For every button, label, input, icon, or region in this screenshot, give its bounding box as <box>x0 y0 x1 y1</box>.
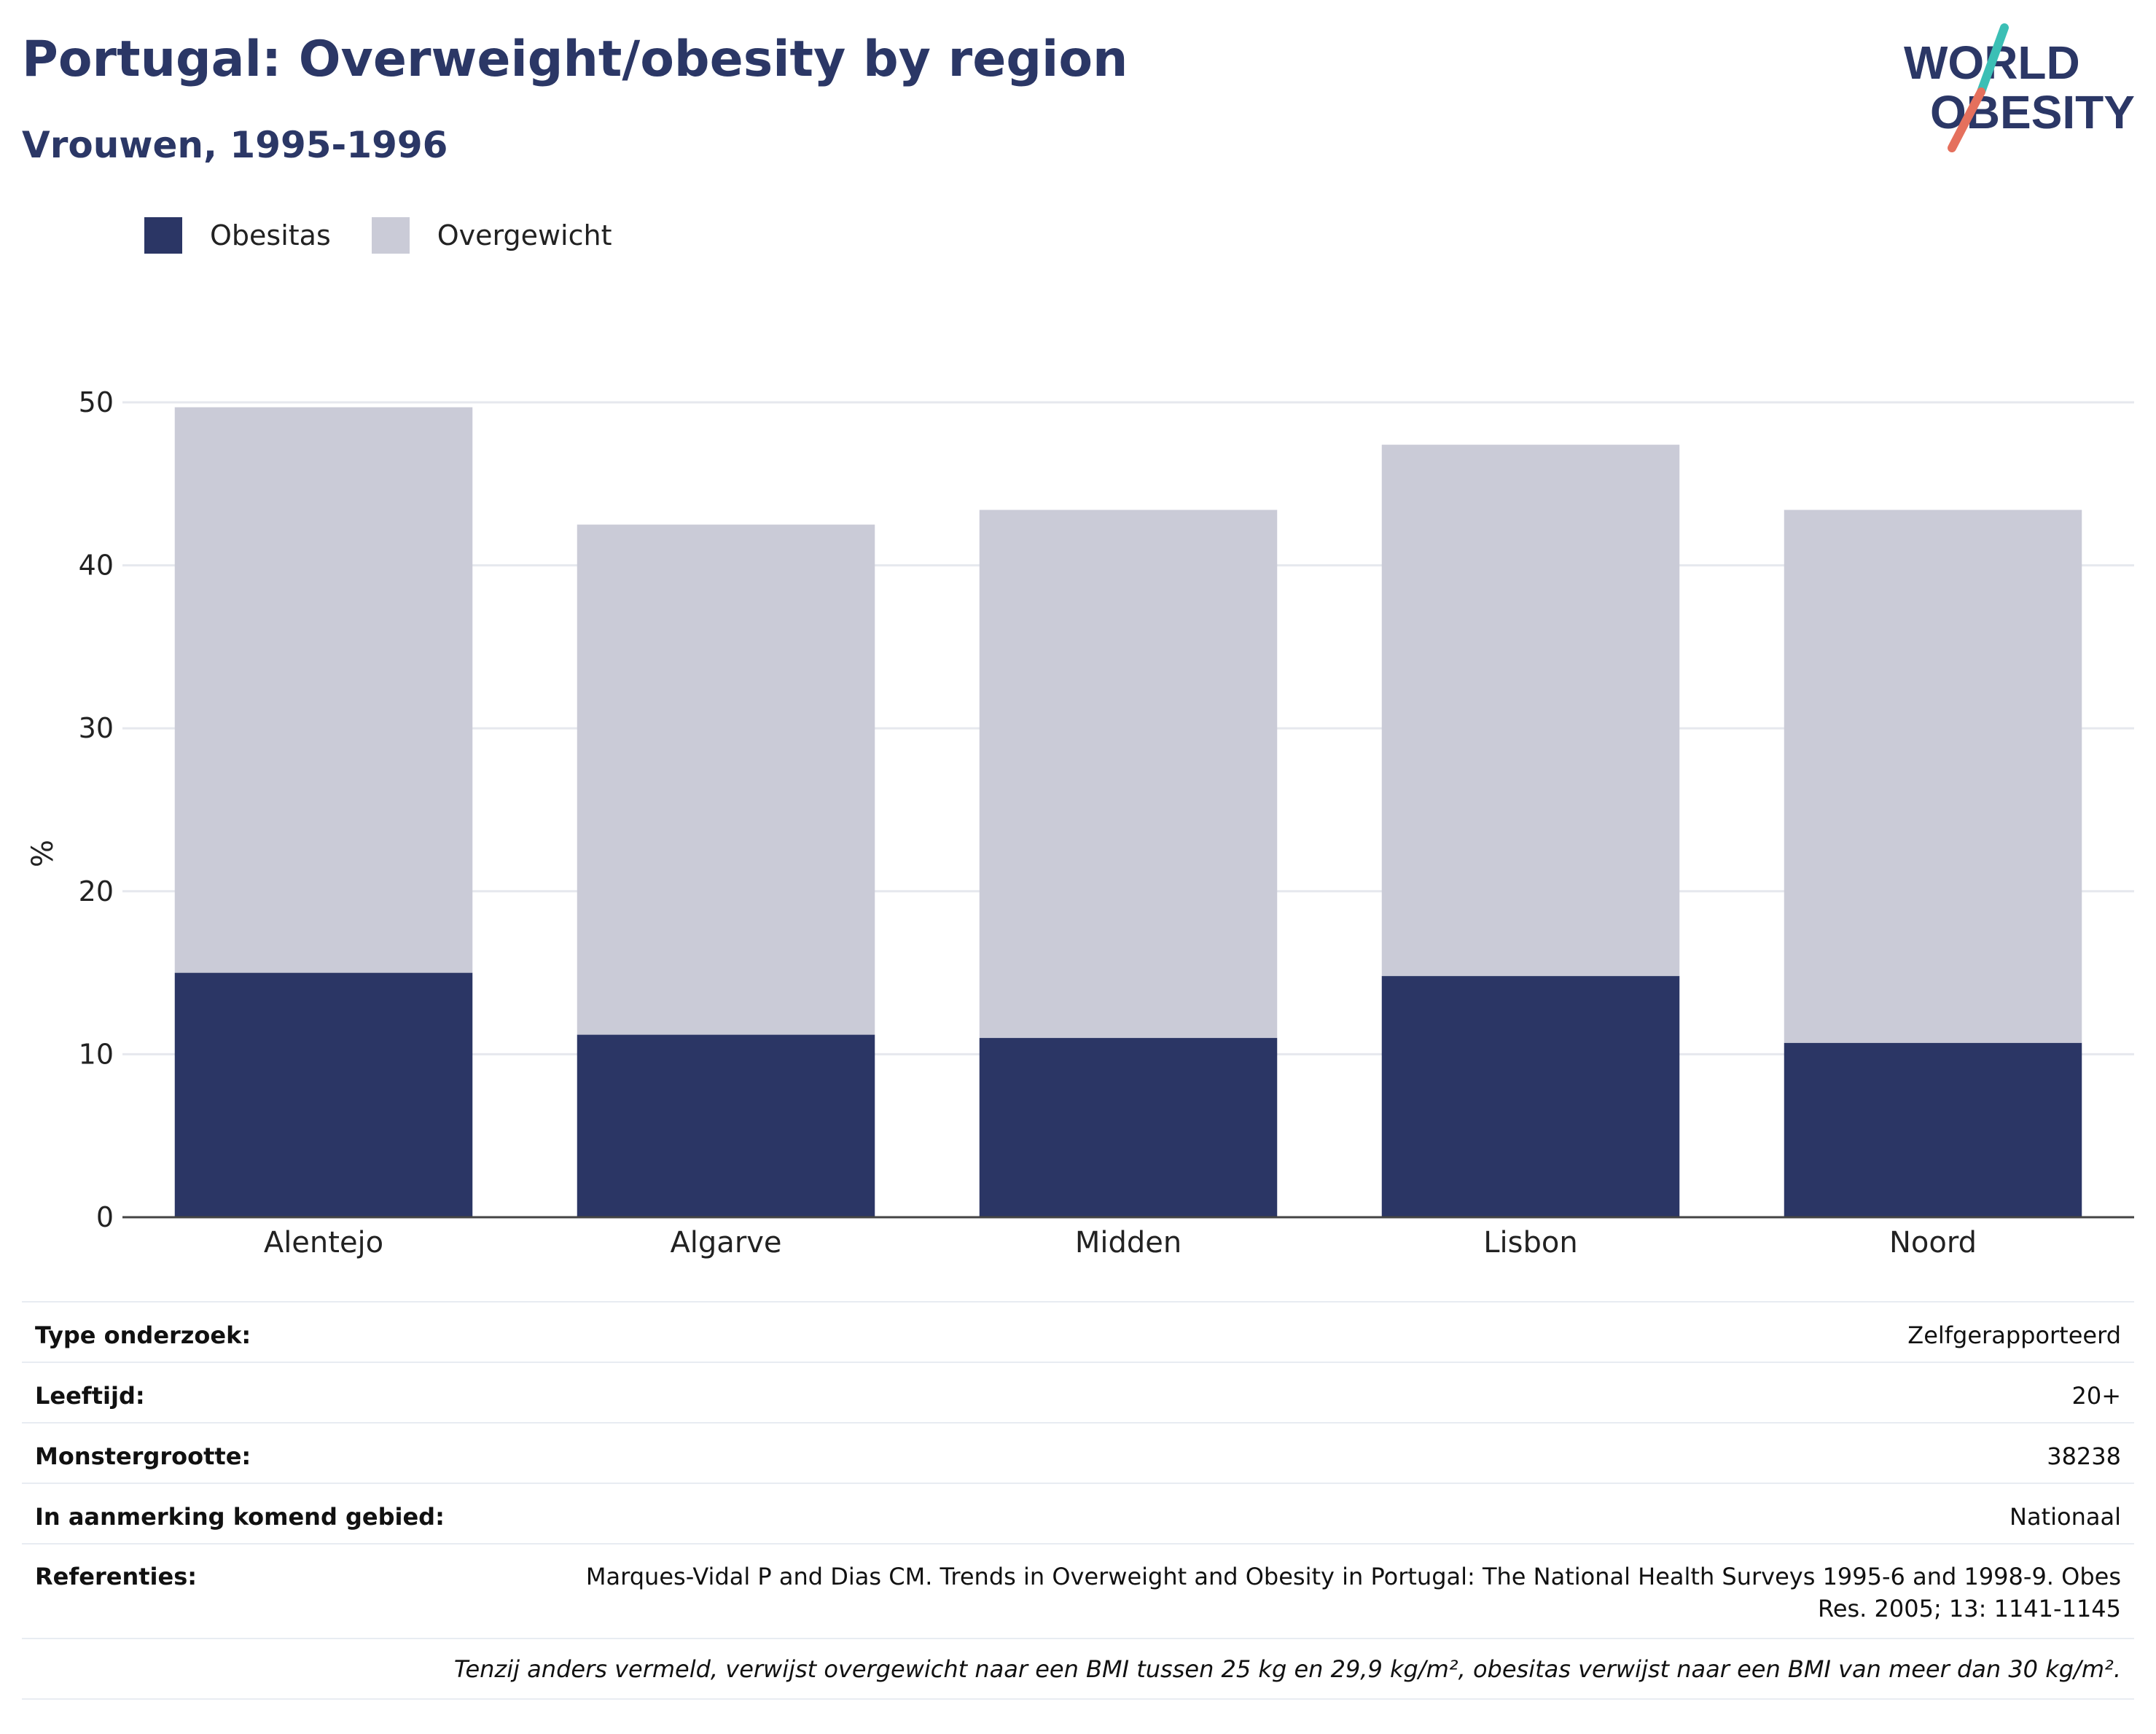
detail-key: Monstergrootte: <box>22 1423 458 1484</box>
detail-key: Referenties: <box>22 1544 458 1639</box>
bar-obesitas-alentejo <box>174 972 473 1217</box>
legend-item-overgewicht[interactable]: Overgewicht <box>371 217 612 254</box>
detail-value: Nationaal <box>457 1483 2134 1544</box>
detail-row-type: Type onderzoek: Zelfgerapporteerd <box>22 1301 2134 1363</box>
detail-value-references: Marques-Vidal P and Dias CM. Trends in O… <box>457 1544 2134 1639</box>
legend-label-overgewicht: Overgewicht <box>437 219 612 251</box>
detail-value: Zelfgerapporteerd <box>457 1301 2134 1363</box>
y-tick-label: 10 <box>79 1038 114 1070</box>
detail-row-age: Leeftijd: 20+ <box>22 1362 2134 1423</box>
detail-row-sample-size: Monstergrootte: 38238 <box>22 1423 2134 1484</box>
stacked-bar-chart: 0 10 20 30 40 50% Alentejo Algarve Midden Lisbon N… <box>26 386 2134 1260</box>
bmi-footnote: Tenzij anders vermeld, verwijst overgewi… <box>22 1639 2134 1700</box>
detail-value: 38238 <box>457 1423 2134 1484</box>
x-tick-label: Alentejo <box>264 1226 383 1260</box>
y-tick-label: 50 <box>79 386 114 418</box>
y-tick-label: 40 <box>79 550 114 582</box>
bar-overgewicht-alentejo <box>174 407 473 973</box>
world-obesity-logo: WORLD OBESITY <box>1904 23 2135 152</box>
x-tick-label: Lisbon <box>1483 1226 1577 1260</box>
x-tick-label: Noord <box>1889 1226 1977 1260</box>
chart-legend: Obesitas Overgewicht <box>144 217 653 254</box>
detail-row-area: In aanmerking komend gebied: Nationaal <box>22 1483 2134 1544</box>
reference-line-2: Res. 2005; 13: 1141-1145 <box>1818 1595 2121 1622</box>
logo-slash-teal <box>1977 23 2009 96</box>
detail-key: Leeftijd: <box>22 1362 458 1423</box>
bar-obesitas-noord <box>1784 1042 2082 1217</box>
detail-row-references: Referenties: Marques-Vidal P and Dias CM… <box>22 1544 2134 1639</box>
y-tick-label: 0 <box>96 1201 114 1233</box>
footnote-row: Tenzij anders vermeld, verwijst overgewi… <box>22 1639 2134 1700</box>
bar-overgewicht-lisbon <box>1381 445 1680 977</box>
detail-value: 20+ <box>457 1362 2134 1423</box>
y-tick-label: 30 <box>79 712 114 744</box>
logo-slash-coral <box>1948 87 1985 152</box>
detail-key: In aanmerking komend gebied: <box>22 1483 458 1544</box>
bar-obesitas-algarve <box>577 1034 875 1217</box>
bar-overgewicht-midden <box>979 509 1278 1039</box>
reference-line-1: Marques-Vidal P and Dias CM. Trends in O… <box>585 1563 2121 1590</box>
y-axis-label: % <box>26 840 60 867</box>
legend-swatch-overgewicht <box>371 217 410 254</box>
bar-overgewicht-algarve <box>577 524 875 1035</box>
legend-item-obesitas[interactable]: Obesitas <box>144 217 331 254</box>
legend-swatch-obesitas <box>144 217 182 254</box>
bar-obesitas-midden <box>979 1038 1278 1217</box>
legend-label-obesitas: Obesitas <box>210 219 331 251</box>
bar-obesitas-lisbon <box>1381 976 1680 1217</box>
detail-key: Type onderzoek: <box>22 1301 458 1363</box>
x-tick-label: Midden <box>1075 1226 1181 1260</box>
y-tick-label: 20 <box>79 875 114 907</box>
x-tick-label: Algarve <box>670 1226 781 1260</box>
bar-overgewicht-noord <box>1784 509 2082 1043</box>
chart-subtitle: Vrouwen, 1995-1996 <box>22 124 448 166</box>
survey-details-table: Type onderzoek: Zelfgerapporteerd Leefti… <box>22 1301 2134 1700</box>
chart-title: Portugal: Overweight/obesity by region <box>22 31 1128 88</box>
